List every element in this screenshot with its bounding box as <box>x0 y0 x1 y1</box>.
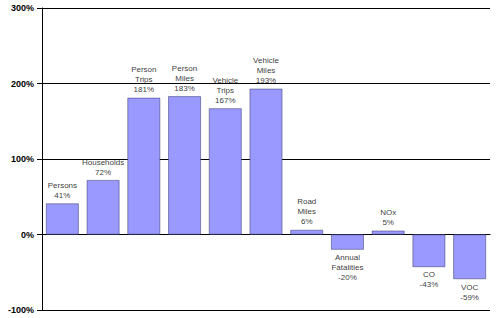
svg-text:193%: 193% <box>256 76 276 85</box>
svg-text:200%: 200% <box>11 79 34 89</box>
svg-text:-59%: -59% <box>460 293 479 302</box>
svg-text:Person: Person <box>172 64 197 73</box>
svg-text:Miles: Miles <box>175 74 194 83</box>
svg-text:Trips: Trips <box>217 86 234 95</box>
svg-text:167%: 167% <box>215 96 235 105</box>
svg-text:183%: 183% <box>174 84 194 93</box>
svg-text:Fatalities: Fatalities <box>331 263 363 272</box>
svg-text:5%: 5% <box>382 218 394 227</box>
svg-text:100%: 100% <box>11 154 34 164</box>
svg-text:Annual: Annual <box>335 253 360 262</box>
svg-text:Miles: Miles <box>257 66 276 75</box>
svg-text:Households: Households <box>82 158 124 167</box>
svg-text:72%: 72% <box>95 168 111 177</box>
svg-text:41%: 41% <box>54 191 70 200</box>
svg-text:-43%: -43% <box>420 280 439 289</box>
svg-text:Road: Road <box>297 197 316 206</box>
svg-text:Vehicle: Vehicle <box>253 56 279 65</box>
svg-text:0%: 0% <box>21 230 34 240</box>
svg-text:181%: 181% <box>134 85 154 94</box>
svg-text:VOC: VOC <box>461 283 479 292</box>
svg-text:CO: CO <box>423 270 435 279</box>
svg-text:Person: Person <box>131 65 156 74</box>
svg-text:-100%: -100% <box>8 305 34 315</box>
svg-text:6%: 6% <box>301 217 313 226</box>
svg-text:Miles: Miles <box>297 207 316 216</box>
svg-text:-20%: -20% <box>338 273 357 282</box>
svg-text:Persons: Persons <box>48 181 77 190</box>
svg-text:Vehicle: Vehicle <box>212 76 238 85</box>
svg-text:NOx: NOx <box>380 208 396 217</box>
svg-text:Trips: Trips <box>135 75 152 84</box>
svg-text:300%: 300% <box>11 3 34 13</box>
